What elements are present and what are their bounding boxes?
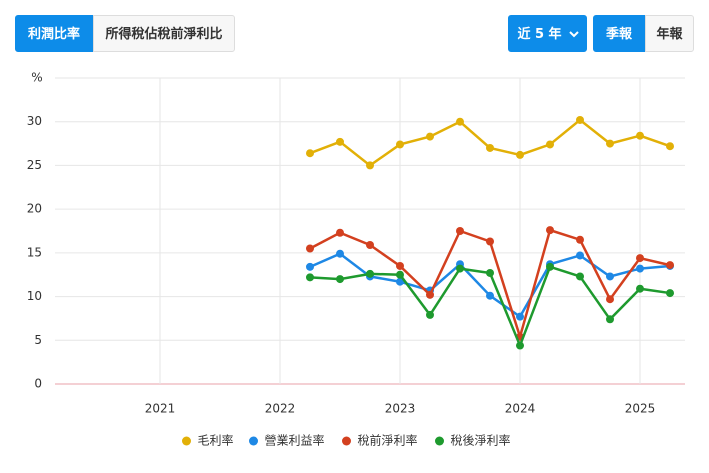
y-tick-label: 10 bbox=[27, 289, 42, 303]
range-dropdown[interactable]: 近 5 年 bbox=[508, 15, 587, 52]
point bbox=[666, 142, 674, 151]
point bbox=[546, 140, 554, 149]
point bbox=[486, 268, 494, 277]
period[interactable]: 季報 bbox=[593, 15, 645, 52]
point bbox=[516, 312, 524, 321]
legend-marker bbox=[342, 436, 351, 446]
point bbox=[636, 254, 644, 263]
point bbox=[546, 260, 554, 269]
point bbox=[666, 261, 674, 270]
point bbox=[366, 240, 374, 249]
x-tick-label: 2021 bbox=[145, 402, 176, 416]
point bbox=[546, 262, 554, 271]
point bbox=[516, 332, 524, 341]
y-axis-label: % bbox=[31, 71, 42, 85]
legend-marker bbox=[182, 436, 191, 446]
point bbox=[366, 272, 374, 281]
point bbox=[396, 140, 404, 149]
y-tick-label: 0 bbox=[34, 377, 42, 391]
point bbox=[606, 315, 614, 324]
point bbox=[306, 244, 314, 253]
point bbox=[396, 277, 404, 286]
point bbox=[336, 228, 344, 237]
point bbox=[576, 272, 584, 281]
point bbox=[486, 291, 494, 300]
point bbox=[546, 226, 554, 235]
point bbox=[306, 273, 314, 282]
point bbox=[456, 264, 464, 273]
point bbox=[426, 132, 434, 141]
point bbox=[336, 275, 344, 284]
legend-label: 營業利益率 bbox=[265, 433, 325, 448]
point bbox=[336, 137, 344, 146]
point bbox=[636, 284, 644, 293]
legend-label: 稅後淨利率 bbox=[451, 433, 511, 448]
point bbox=[606, 139, 614, 148]
point bbox=[606, 295, 614, 304]
tab[interactable]: 所得稅佔稅前淨利比 bbox=[93, 15, 235, 52]
point bbox=[306, 149, 314, 158]
point bbox=[576, 251, 584, 260]
x-tick-label: 2023 bbox=[385, 402, 416, 416]
point bbox=[576, 115, 584, 124]
point bbox=[426, 290, 434, 299]
point bbox=[606, 272, 614, 281]
series-line bbox=[309, 265, 671, 349]
tab[interactable]: 利潤比率 bbox=[15, 15, 93, 52]
point bbox=[636, 131, 644, 140]
point bbox=[516, 150, 524, 159]
point bbox=[396, 261, 404, 270]
point bbox=[366, 269, 374, 278]
legend-marker bbox=[435, 436, 444, 446]
period[interactable]: 年報 bbox=[645, 15, 694, 52]
series-line bbox=[309, 228, 671, 342]
y-tick-label: 15 bbox=[27, 245, 42, 259]
point bbox=[396, 270, 404, 279]
point bbox=[426, 286, 434, 295]
point bbox=[366, 161, 374, 170]
series-line bbox=[309, 252, 671, 319]
point bbox=[486, 237, 494, 246]
y-tick-label: 5 bbox=[34, 333, 42, 347]
point bbox=[456, 117, 464, 126]
legend-label: 稅前淨利率 bbox=[358, 433, 418, 448]
point bbox=[576, 235, 584, 244]
x-tick-label: 2024 bbox=[505, 402, 536, 416]
point bbox=[636, 264, 644, 273]
point bbox=[336, 249, 344, 258]
y-tick-label: 30 bbox=[27, 114, 42, 128]
point bbox=[486, 143, 494, 152]
y-tick-label: 20 bbox=[27, 202, 42, 216]
point bbox=[426, 310, 434, 319]
range-label: 近 5 年 bbox=[517, 27, 562, 42]
legend-marker bbox=[249, 436, 258, 446]
x-tick-label: 2025 bbox=[625, 402, 656, 416]
point bbox=[516, 341, 524, 350]
point bbox=[306, 262, 314, 271]
point bbox=[666, 289, 674, 298]
chevron bbox=[569, 31, 579, 38]
x-tick-label: 2022 bbox=[265, 402, 296, 416]
legend-label: 毛利率 bbox=[198, 433, 234, 448]
series-line bbox=[309, 118, 671, 167]
point bbox=[456, 260, 464, 269]
point bbox=[666, 261, 674, 270]
y-tick-label: 25 bbox=[27, 158, 42, 172]
point bbox=[456, 227, 464, 235]
